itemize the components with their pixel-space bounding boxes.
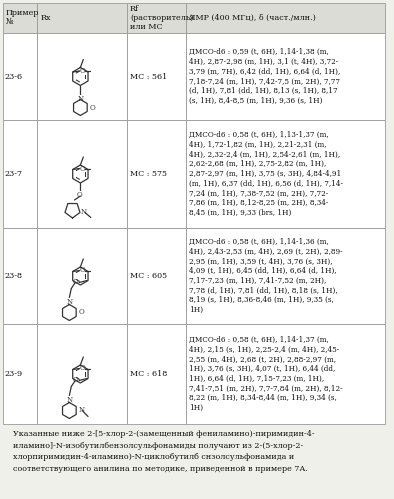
Text: N: N (66, 397, 72, 405)
Bar (37, 120, 127, 228)
Text: ДМСО-d6 : 0,58 (t, 6H), 1,13-1,37 (m,
4H), 1,72-1,82 (m, 1H), 2,21-2,31 (m,
4H),: ДМСО-d6 : 0,58 (t, 6H), 1,13-1,37 (m, 4H… (189, 131, 343, 217)
Text: O: O (78, 308, 84, 316)
Bar (186, 3, 385, 33)
Text: 23-6: 23-6 (5, 72, 23, 80)
Text: O: O (80, 67, 86, 75)
Text: N: N (77, 94, 84, 102)
Bar (3, 324, 37, 424)
Text: ДМСО-d6 : 0,58 (t, 6H), 1,14-1,37 (m,
4H), 2,15 (s, 1H), 2,25-2,4 (m, 4H), 2,45-: ДМСО-d6 : 0,58 (t, 6H), 1,14-1,37 (m, 4H… (189, 336, 343, 412)
Text: O: O (72, 278, 78, 286)
Bar (3, 33, 37, 120)
Text: O: O (80, 364, 86, 372)
Text: ДМСО-d6 : 0,58 (t, 6H), 1,14-1,36 (m,
4H), 2,43-2,53 (m, 4H), 2,69 (t, 2H), 2,89: ДМСО-d6 : 0,58 (t, 6H), 1,14-1,36 (m, 4H… (189, 238, 343, 314)
Text: Rx: Rx (40, 14, 51, 22)
Bar (127, 324, 186, 424)
Bar (37, 228, 127, 324)
Text: O: O (80, 165, 86, 173)
Bar (127, 120, 186, 228)
Text: O: O (89, 103, 95, 111)
Bar (127, 3, 186, 33)
Text: МС : 561: МС : 561 (130, 72, 167, 80)
Text: Пример
№: Пример № (6, 9, 39, 26)
Bar (127, 33, 186, 120)
Text: МС : 618: МС : 618 (130, 370, 167, 378)
Text: 23-9: 23-9 (5, 370, 23, 378)
Bar (37, 3, 127, 33)
Text: ЯМР (400 МГц), δ (част./млн.): ЯМР (400 МГц), δ (част./млн.) (189, 14, 316, 22)
Bar (37, 324, 127, 424)
Text: N: N (81, 209, 87, 217)
Text: N: N (78, 407, 84, 415)
Text: Указанные ниже 2-[5-хлор-2-(замещенный фениламино)-пиримидин-4-
иламино]-N-изобу: Указанные ниже 2-[5-хлор-2-(замещенный ф… (13, 430, 314, 473)
Text: МС : 605: МС : 605 (130, 272, 167, 280)
Text: 23-7: 23-7 (5, 170, 23, 178)
Bar (3, 120, 37, 228)
Text: 23-8: 23-8 (5, 272, 23, 280)
Text: Rf
(растворитель)
или МС: Rf (растворитель) или МС (130, 5, 193, 31)
Bar (186, 33, 385, 120)
Text: O: O (72, 377, 78, 385)
Text: O: O (80, 266, 86, 274)
Text: O: O (76, 191, 82, 199)
Bar (186, 120, 385, 228)
Bar (127, 228, 186, 324)
Text: МС : 575: МС : 575 (130, 170, 167, 178)
Text: ДМСО-d6 : 0,59 (t, 6H), 1,14-1,38 (m,
4H), 2,87-2,98 (m, 1H), 3,1 (t, 4H), 3,72-: ДМСО-d6 : 0,59 (t, 6H), 1,14-1,38 (m, 4H… (189, 48, 340, 105)
Bar (186, 324, 385, 424)
Bar (3, 3, 37, 33)
Bar (37, 33, 127, 120)
Bar (3, 228, 37, 324)
Text: N: N (66, 298, 72, 306)
Bar (186, 228, 385, 324)
